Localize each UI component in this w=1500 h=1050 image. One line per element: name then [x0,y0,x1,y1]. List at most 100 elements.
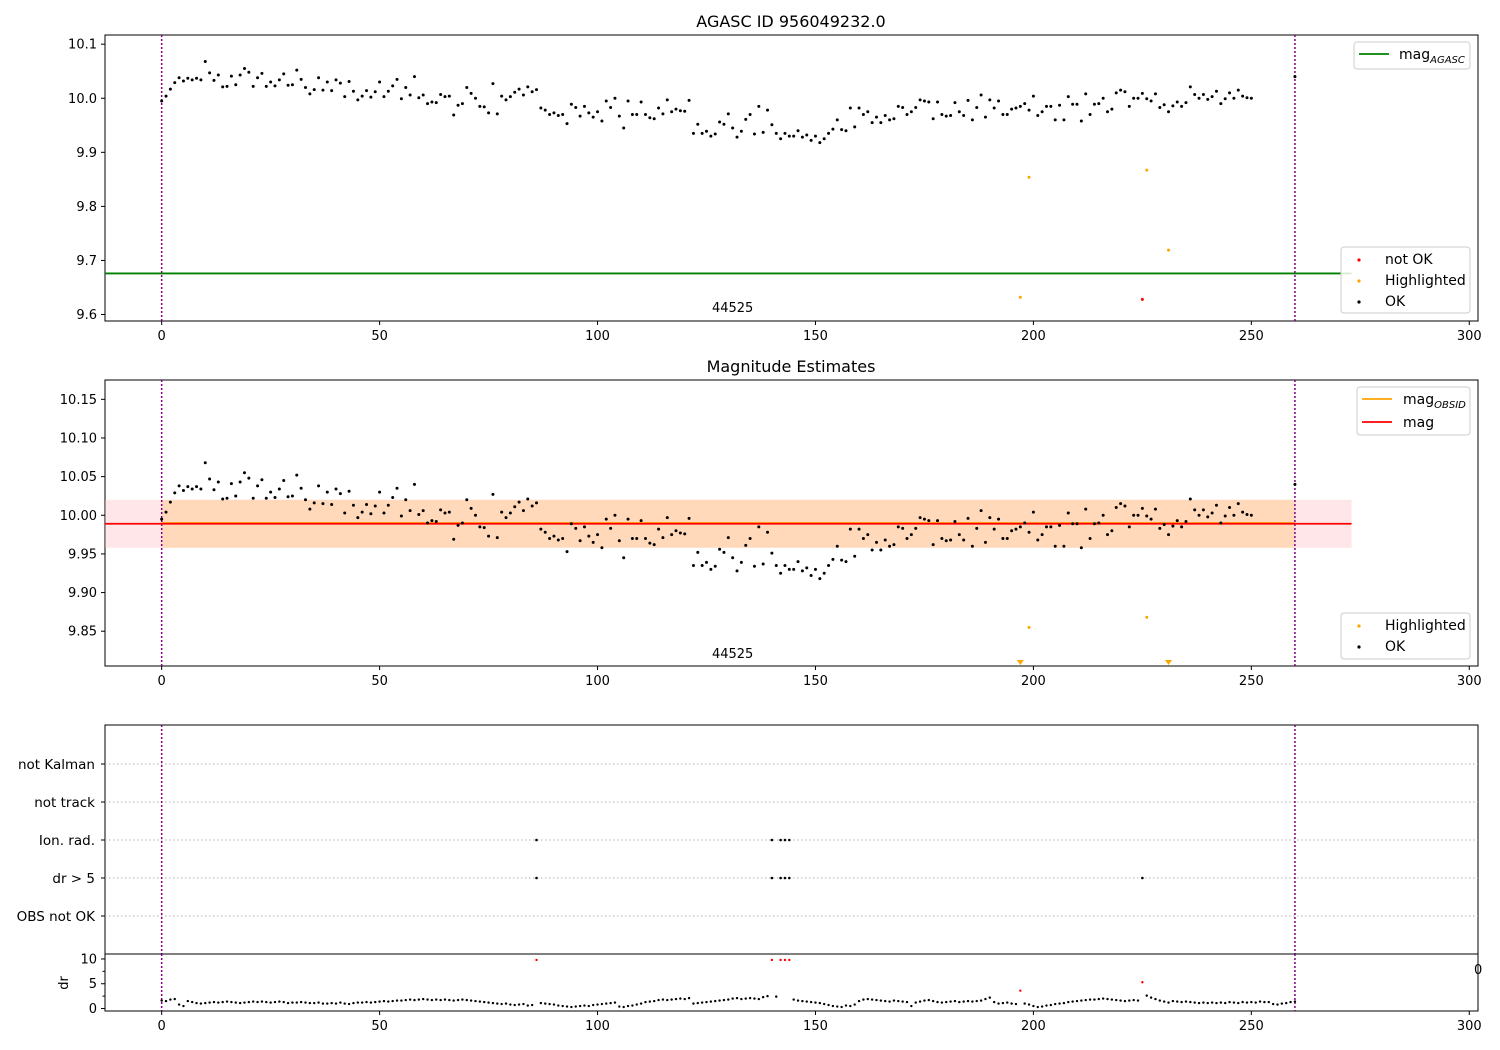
ok-point [408,509,412,513]
panel4-xtick-label: 0 [158,1019,166,1034]
ok-point [395,77,399,81]
panel2-xtick-label: 300 [1457,674,1482,689]
ok-point [813,567,817,571]
ok-point [744,543,748,547]
ok-point [962,114,966,118]
dr-point [504,1002,508,1005]
panel4-plot-area [160,954,1297,1011]
dr-point [225,1000,229,1003]
ok-point [609,105,613,109]
ok-point [1062,118,1066,122]
ok-point [1241,510,1245,514]
dr-point [164,999,168,1003]
panel4-xtick-label: 50 [371,1019,388,1034]
dr-point [792,998,795,1001]
ok-point [918,98,922,102]
dr-point [186,999,190,1003]
ok-point [1223,514,1227,518]
ok-point [905,536,909,540]
dr-point [483,1000,486,1004]
dr-point [160,999,163,1002]
dr-point [731,997,734,1000]
dr-point [430,998,434,1002]
ok-point [334,487,338,491]
dr-point [426,998,429,1001]
ok-point [195,76,199,80]
ok-point [1075,102,1079,106]
dr-point [265,1000,268,1004]
dr-point [173,997,176,1001]
ok-point [591,540,595,544]
ok-point [665,98,669,102]
ok-point [1058,103,1062,107]
ok-point [391,84,395,88]
dr-point [735,996,739,1000]
ok-point [587,534,591,538]
ok-point [229,482,233,486]
ok-point [600,119,604,123]
ok-point [835,118,839,122]
dr-point [313,1001,316,1005]
dr-point [417,998,421,1001]
flag-label: Ion. rad. [39,833,95,849]
dr-point [578,1004,582,1008]
dr-point [552,1003,556,1006]
dr-point [517,1003,521,1006]
dr-point [269,1001,272,1004]
dr-point [465,998,468,1002]
dr-point [1006,1001,1009,1004]
dr-point [1285,1001,1288,1005]
ok-point [421,93,425,97]
ok-point [412,482,416,486]
dr-point [613,1001,617,1004]
dr-point [927,998,930,1002]
ok-point [500,94,504,98]
dr-point [1167,1001,1170,1004]
ok-point [465,498,469,502]
dr-point [683,997,686,1001]
dr-point [352,1001,355,1005]
ok-point [1206,515,1210,519]
ok-point [460,521,464,525]
ok-point [979,509,983,513]
ok-point [426,102,430,106]
ok-point [203,461,207,465]
ok-point [465,85,469,89]
ok-point [1140,506,1144,510]
dr-point [648,1000,652,1003]
ok-point [622,126,626,130]
ok-point [617,539,621,543]
ok-point [696,550,700,554]
ok-point [430,100,434,104]
flag-point [779,838,782,842]
ok-point [1127,104,1131,108]
ok-point [1201,92,1205,96]
dr-point [1245,1001,1249,1004]
dr-point [395,999,399,1002]
dr-point [814,1001,817,1004]
ok-point [229,74,233,78]
ok-point [439,92,443,96]
ok-point [260,71,264,75]
ok-point [870,548,874,552]
dr-point [884,999,887,1003]
panel1-legend-bottom-box [1340,246,1471,314]
ok-point [739,560,743,564]
ok-point [1123,90,1127,94]
dr-point [600,1002,604,1006]
ok-point [657,527,661,531]
ok-point [1066,95,1070,99]
dr-point [997,1002,1000,1005]
ok-point [286,495,290,499]
ok-point [277,487,281,491]
dr-point [1097,997,1100,1001]
ok-point [186,485,190,489]
ok-point [944,114,948,118]
ok-point [1053,544,1057,548]
panel2-legend-label: mag [1403,415,1434,431]
dr-point [347,1002,351,1006]
panel4-xtick-label: 250 [1239,1019,1264,1034]
highlighted-point [1145,615,1149,619]
dr-point [923,999,926,1002]
ok-point [469,91,473,95]
